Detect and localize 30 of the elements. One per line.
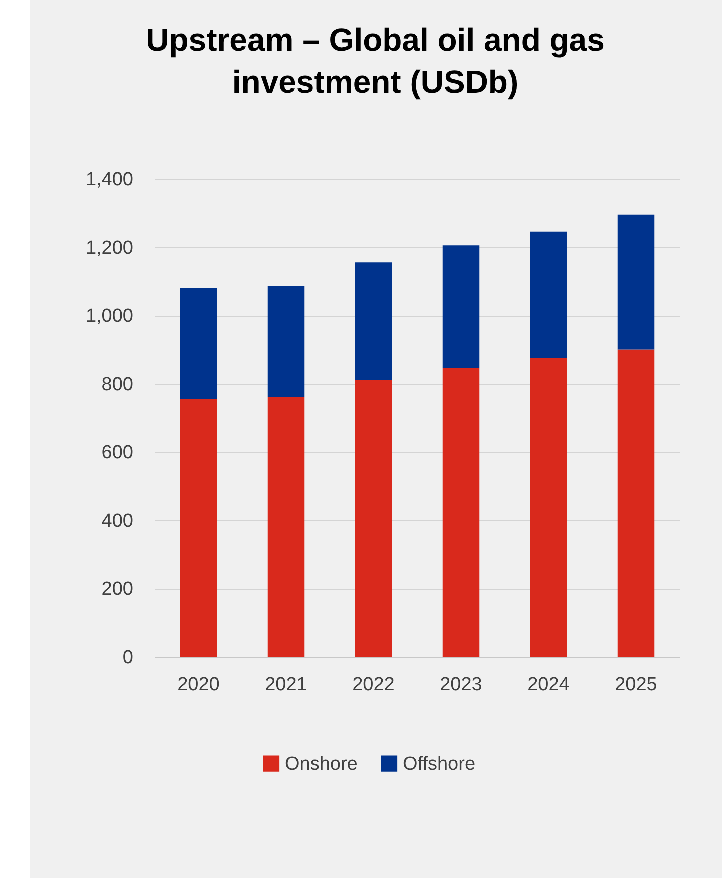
y-tick-label: 1,200 <box>86 238 134 259</box>
text: Upstream – Global oil and gas <box>146 22 605 58</box>
y-tick-label: 800 <box>102 374 134 396</box>
bar <box>355 262 392 380</box>
x-tick-label: 2023 <box>440 674 482 696</box>
y-tick-label: 400 <box>102 510 134 532</box>
legend-label: Offshore <box>403 754 476 775</box>
bar <box>442 246 480 368</box>
y-tick-label: 0 <box>122 648 134 668</box>
y-tick-label: 1,000 <box>86 306 134 328</box>
bar <box>180 399 218 657</box>
bar <box>618 350 655 657</box>
bar <box>355 380 392 657</box>
bar <box>530 232 568 358</box>
bar <box>530 358 568 657</box>
bar <box>268 398 305 657</box>
x-tick-label: 2025 <box>615 674 658 696</box>
y-tick-label: 600 <box>102 442 134 464</box>
text: investment (USDb) <box>232 64 519 100</box>
bar <box>180 288 218 400</box>
bar <box>268 286 305 398</box>
x-tick-label: 2022 <box>352 674 395 696</box>
bar <box>442 368 480 657</box>
bar <box>618 214 655 350</box>
y-tick-label: 200 <box>102 579 134 600</box>
x-tick-label: 2021 <box>265 674 308 696</box>
x-tick-label: 2020 <box>178 674 220 696</box>
legend-label: Onshore <box>285 754 358 775</box>
y-tick-label: 1,400 <box>86 170 134 190</box>
x-tick-label: 2024 <box>528 674 570 696</box>
